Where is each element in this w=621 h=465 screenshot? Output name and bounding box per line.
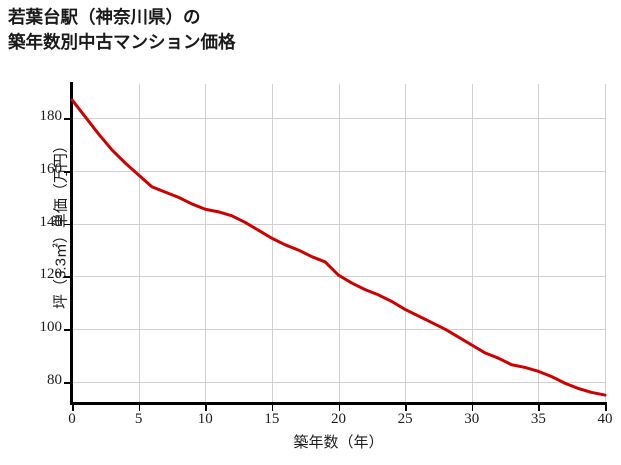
x-axis-tick bbox=[405, 404, 407, 411]
gridline-vertical bbox=[538, 84, 540, 403]
gridline-vertical bbox=[405, 84, 407, 403]
x-axis-tick-label: 30 bbox=[464, 411, 480, 427]
x-axis-tick bbox=[538, 404, 540, 411]
y-axis-tick bbox=[64, 329, 71, 331]
y-axis-tick bbox=[64, 223, 71, 226]
x-axis-title: 築年数（年） bbox=[293, 434, 384, 451]
gridline-vertical bbox=[271, 84, 273, 403]
y-axis-line bbox=[70, 82, 73, 405]
x-axis-tick-label: 40 bbox=[597, 411, 613, 427]
chart-title-line2: 築年数別中古マンション価格 bbox=[8, 31, 236, 52]
x-axis-line bbox=[70, 402, 607, 405]
y-axis-tick-label: 140 bbox=[39, 213, 63, 230]
x-axis-tick bbox=[205, 404, 207, 411]
y-axis-tick bbox=[64, 276, 71, 279]
y-axis-tick bbox=[64, 118, 71, 120]
gridline-vertical bbox=[338, 84, 340, 403]
y-axis-tick-label: 120 bbox=[39, 266, 63, 283]
x-axis-tick-label: 10 bbox=[197, 411, 213, 427]
x-axis-tick-label: 20 bbox=[331, 411, 346, 427]
x-axis-tick bbox=[72, 404, 74, 411]
x-axis-tick-label: 0 bbox=[68, 411, 76, 427]
gridline-vertical bbox=[205, 84, 207, 403]
gridline-vertical bbox=[138, 84, 140, 403]
plot-area bbox=[72, 84, 606, 403]
chart-title-line1: 若葉台駅（神奈川県）の bbox=[8, 7, 201, 27]
x-axis-tick bbox=[138, 404, 141, 411]
x-axis-tick bbox=[471, 404, 474, 411]
gridline-vertical bbox=[471, 84, 473, 403]
price-trend-line bbox=[70, 98, 607, 397]
x-axis-tick-label: 15 bbox=[264, 411, 280, 427]
x-axis-tick-label: 5 bbox=[134, 411, 143, 427]
x-axis-tick bbox=[271, 404, 274, 411]
x-axis-tick bbox=[605, 404, 607, 411]
y-axis-tick bbox=[64, 381, 71, 384]
page-title: 若葉台駅（神奈川県）の 築年数別中古マンション価格 bbox=[8, 5, 608, 55]
y-axis-tick-label: 100 bbox=[39, 319, 63, 336]
y-axis-tick-label: 80 bbox=[47, 371, 62, 388]
x-axis-tick bbox=[338, 404, 341, 411]
x-axis-tick-label: 35 bbox=[530, 411, 546, 427]
x-axis-tick-label: 25 bbox=[397, 411, 413, 427]
y-axis-tick-label: 180 bbox=[39, 108, 63, 125]
y-axis-tick bbox=[64, 171, 71, 173]
y-axis-tick-label: 160 bbox=[39, 161, 63, 177]
gridline-vertical bbox=[605, 84, 606, 403]
